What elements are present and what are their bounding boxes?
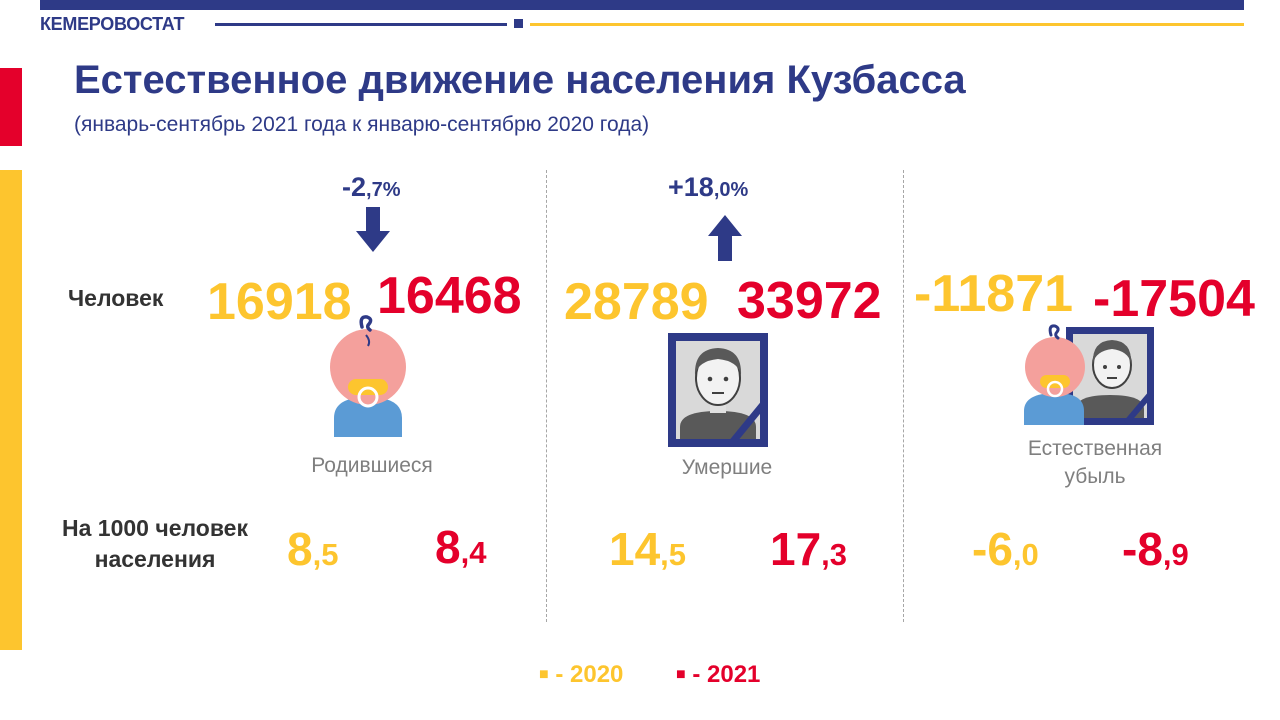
natural-rate-2021-int: -8 bbox=[1122, 523, 1163, 575]
deaths-rate-2021-dec: ,3 bbox=[821, 537, 848, 572]
legend-2021-label: - 2021 bbox=[692, 661, 761, 688]
deaths-change-int: +18 bbox=[668, 172, 714, 202]
arrow-down-icon bbox=[356, 207, 390, 252]
natural-rate-2021-dec: ,9 bbox=[1162, 537, 1189, 572]
row-label-per1000: На 1000 человек населения bbox=[40, 513, 270, 575]
natural-rate-2020-int: -6 bbox=[972, 523, 1013, 575]
baby-icon bbox=[330, 315, 406, 437]
baby-and-portrait-icon bbox=[1024, 324, 1154, 425]
natural-rate-2020-dec: ,0 bbox=[1012, 537, 1039, 572]
legend-2020-marker: ■ bbox=[539, 666, 549, 683]
deaths-change: +18,0% bbox=[668, 172, 748, 203]
header-line-blue bbox=[215, 23, 507, 26]
births-rate-2021: 8,4 bbox=[435, 520, 486, 574]
natural-2021-value: -17504 bbox=[1093, 270, 1255, 328]
header-line-yellow bbox=[530, 23, 1244, 26]
births-change-int: -2 bbox=[342, 172, 367, 202]
births-rate-2020: 8,5 bbox=[287, 522, 338, 576]
births-rate-2020-dec: ,5 bbox=[312, 537, 339, 572]
side-accent-yellow bbox=[0, 170, 22, 650]
top-bar bbox=[40, 0, 1244, 10]
births-rate-2020-int: 8 bbox=[287, 523, 313, 575]
legend-2020-label: - 2020 bbox=[555, 661, 624, 688]
page-title: Естественное движение населения Кузбасса bbox=[74, 58, 966, 102]
deaths-rate-2020-int: 14 bbox=[609, 523, 661, 575]
row-label-per1000-line1: На 1000 человек bbox=[62, 515, 248, 541]
column-divider bbox=[546, 170, 547, 622]
deaths-rate-2021-int: 17 bbox=[770, 523, 822, 575]
deaths-change-dec: ,0% bbox=[713, 179, 749, 201]
side-accent-red bbox=[0, 68, 22, 146]
column-divider bbox=[903, 170, 904, 622]
natural-2020-value: -11871 bbox=[914, 265, 1074, 323]
row-label-per1000-line2: населения bbox=[94, 546, 216, 572]
org-logo-text: КЕМЕРОВОСТАТ bbox=[40, 14, 185, 34]
header-square bbox=[514, 19, 523, 28]
legend-2021-marker: ■ bbox=[676, 666, 686, 683]
births-rate-2021-int: 8 bbox=[435, 521, 461, 573]
legend-2021: ■ - 2021 bbox=[676, 661, 760, 689]
births-rate-2021-dec: ,4 bbox=[460, 535, 487, 570]
deaths-rate-2021: 17,3 bbox=[770, 522, 847, 576]
natural-caption-line1: Естественная bbox=[1027, 437, 1163, 460]
births-change-dec: ,7% bbox=[366, 179, 401, 201]
deaths-2020-value: 28789 bbox=[564, 273, 709, 331]
mourning-portrait-icon bbox=[668, 333, 768, 447]
deaths-rate-2020: 14,5 bbox=[609, 522, 686, 576]
row-label-people: Человек bbox=[68, 285, 164, 311]
arrow-up-icon bbox=[708, 215, 742, 261]
legend-2020: ■ - 2020 bbox=[539, 661, 623, 689]
births-2020-value: 16918 bbox=[207, 273, 352, 331]
natural-caption: Естественная убыль bbox=[1028, 435, 1162, 491]
deaths-rate-2020-dec: ,5 bbox=[660, 537, 687, 572]
births-change: -2,7% bbox=[342, 172, 400, 203]
births-caption: Родившиеся bbox=[311, 454, 433, 477]
page-subtitle: (январь-сентябрь 2021 года к январю-сент… bbox=[74, 113, 650, 136]
births-2021-value: 16468 bbox=[377, 267, 522, 325]
deaths-2021-value: 33972 bbox=[737, 272, 882, 330]
deaths-caption: Умершие bbox=[681, 456, 773, 479]
natural-rate-2021: -8,9 bbox=[1122, 522, 1189, 576]
natural-rate-2020: -6,0 bbox=[972, 522, 1039, 576]
natural-caption-line2: убыль bbox=[1064, 465, 1126, 488]
